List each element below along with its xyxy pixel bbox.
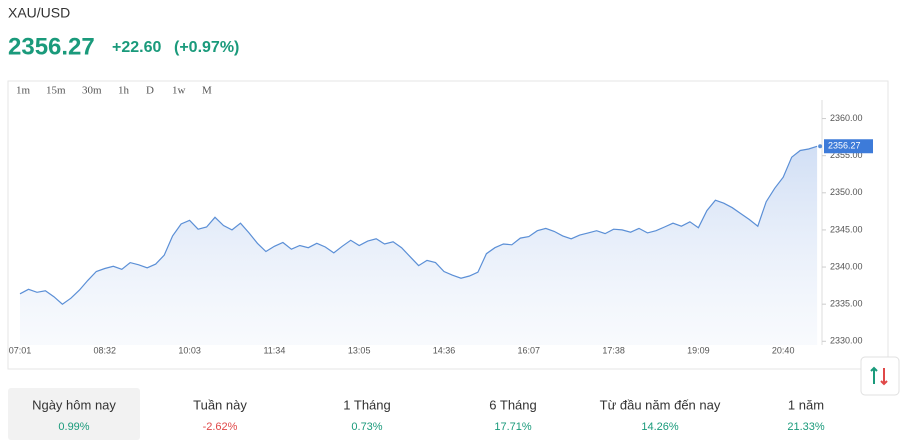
interval-button[interactable]: 1h	[118, 85, 130, 97]
price-tag-label: 2356.27	[828, 141, 861, 151]
period-label[interactable]: 1 Tháng	[343, 397, 390, 412]
y-tick-label: 2340.00	[830, 261, 863, 271]
x-tick-label: 10:03	[178, 345, 201, 355]
x-tick-label: 19:09	[687, 345, 710, 355]
price: 2356.27	[8, 33, 95, 60]
interval-button[interactable]: 1m	[16, 85, 31, 97]
y-tick-label: 2360.00	[830, 113, 863, 123]
change-percent: (+0.97%)	[174, 39, 239, 56]
x-tick-label: 07:01	[9, 345, 32, 355]
period-label[interactable]: 6 Tháng	[489, 397, 536, 412]
chart: 2330.00 2335.00 2340.00 2345.00 2350.00 2355.…	[9, 113, 873, 355]
y-tick-label: 2355.00	[830, 150, 863, 160]
symbol: XAU/USD	[8, 5, 70, 21]
x-tick-label: 13:05	[348, 345, 371, 355]
down-arrow-icon	[880, 368, 888, 386]
change: +22.60	[112, 39, 161, 56]
y-tick-label: 2350.00	[830, 187, 863, 197]
period-change: 0.73%	[351, 421, 382, 433]
interval-button[interactable]: 1w	[172, 85, 186, 97]
period-label[interactable]: Tuần này	[193, 397, 247, 412]
period-label[interactable]: Ngày hôm nay	[32, 397, 116, 412]
y-tick-label: 2335.00	[830, 299, 863, 309]
up-arrow-icon	[870, 366, 878, 384]
x-tick-label: 16:07	[518, 345, 541, 355]
x-tick-label: 11:34	[263, 345, 285, 355]
period-label[interactable]: Từ đầu năm đến nay	[600, 397, 721, 412]
period-change: 0.99%	[58, 421, 89, 433]
price-line	[19, 145, 818, 305]
period-change: -2.62%	[203, 421, 238, 433]
x-tick-label: 17:38	[602, 345, 625, 355]
interval-button[interactable]: 15m	[46, 85, 66, 97]
period-change: 14.26%	[641, 421, 679, 433]
toggle-button[interactable]	[860, 356, 900, 396]
area	[20, 146, 818, 345]
active-period-bg	[8, 388, 140, 440]
period-change: 17.71%	[494, 421, 532, 433]
price-tag	[824, 139, 873, 154]
interval-button[interactable]: 30m	[82, 85, 102, 97]
y-tick-label: 2330.00	[830, 336, 863, 346]
interval-button[interactable]: M	[202, 85, 212, 97]
y-tick-label: 2345.00	[830, 224, 863, 234]
x-tick-label: 08:32	[94, 345, 117, 355]
x-tick-label: 14:36	[433, 345, 456, 355]
x-tick-label: 20:40	[772, 345, 795, 355]
last-point	[818, 144, 823, 149]
period-label[interactable]: 1 năm	[788, 397, 824, 412]
period-change: 21.33%	[787, 421, 825, 433]
interval-button[interactable]: D	[146, 85, 154, 97]
